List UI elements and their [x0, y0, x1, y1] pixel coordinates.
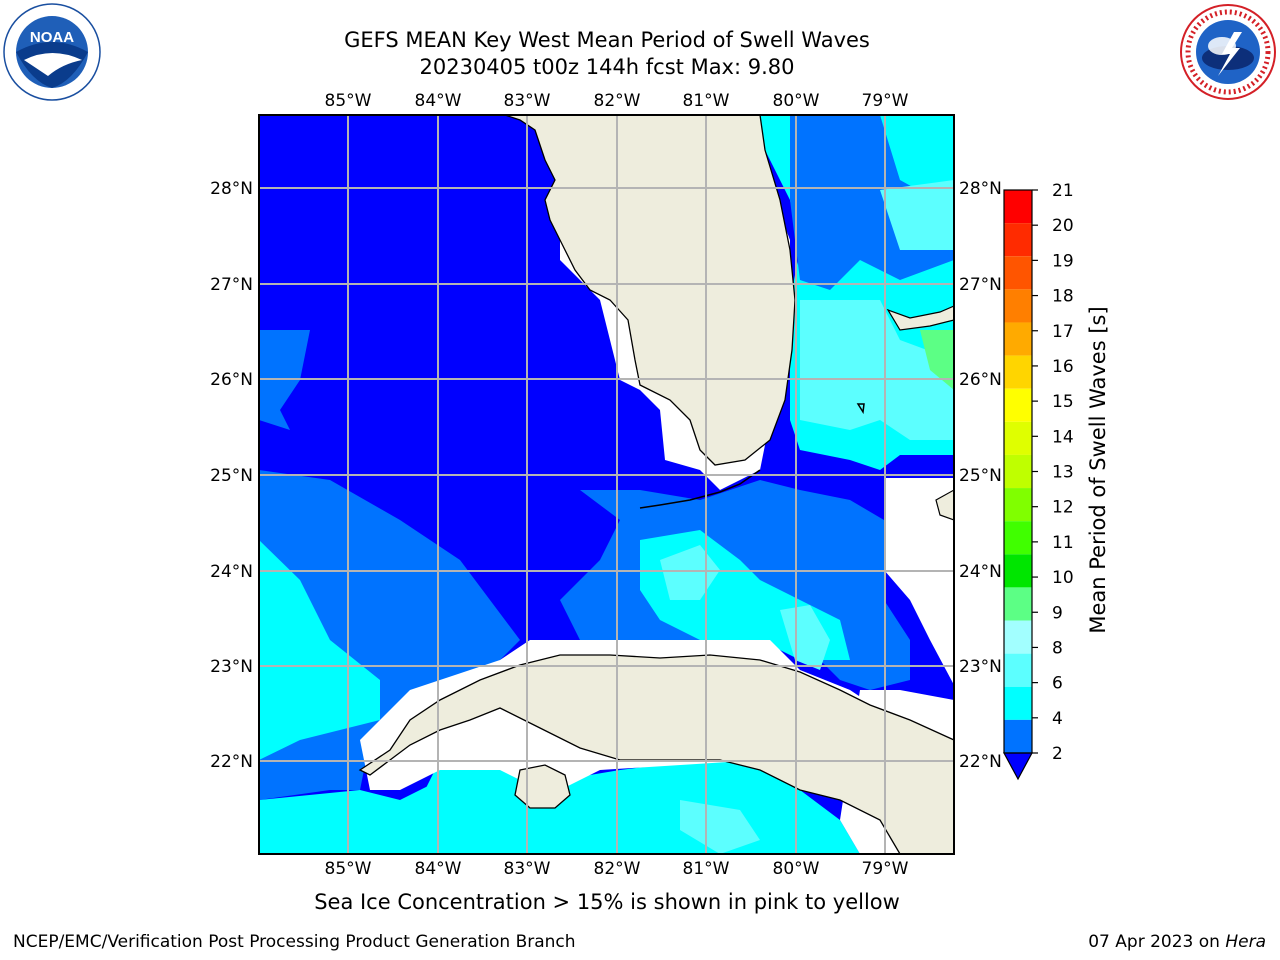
lat-label: 28°N	[210, 179, 253, 199]
lat-label: 27°N	[959, 275, 1002, 295]
ocean-light-east	[800, 300, 954, 440]
lat-label: 26°N	[959, 370, 1002, 390]
colorbar-segment	[1004, 421, 1032, 455]
land-andros	[935, 489, 954, 521]
colorbar-tick-label: 8	[1052, 638, 1063, 658]
colorbar-segment	[1004, 289, 1032, 323]
lon-labels-top: 85°W 84°W 83°W 82°W 81°W 80°W 79°W	[325, 91, 909, 111]
colorbar-tick-label: 13	[1052, 463, 1074, 483]
lon-label: 81°W	[683, 859, 730, 879]
lat-label: 24°N	[210, 562, 253, 582]
lat-label: 24°N	[959, 562, 1002, 582]
lat-label: 23°N	[210, 657, 253, 677]
lon-label: 83°W	[504, 91, 551, 111]
chart-subtitle: 20230405 t00z 144h fcst Max: 9.80	[419, 55, 795, 79]
land-bimini	[856, 403, 865, 415]
lat-labels-right: 28°N 27°N 26°N 25°N 24°N 23°N 22°N	[959, 179, 1002, 772]
lat-labels-left: 28°N 27°N 26°N 25°N 24°N 23°N 22°N	[210, 179, 253, 772]
colorbar-segment	[1004, 686, 1032, 720]
ocean-light-cuba-north	[780, 605, 830, 670]
chart-title: GEFS MEAN Key West Mean Period of Swell …	[344, 28, 870, 52]
colorbar-segment	[1004, 653, 1032, 687]
colorbar-segment	[1004, 554, 1032, 588]
lat-label: 28°N	[959, 179, 1002, 199]
lon-label: 83°W	[504, 859, 551, 879]
ocean-light-ne	[880, 180, 954, 250]
lon-label: 84°W	[415, 859, 462, 879]
lat-label: 26°N	[210, 370, 253, 390]
lat-label: 27°N	[210, 275, 253, 295]
lon-label: 82°W	[594, 859, 641, 879]
footer-host: Hera	[1225, 932, 1266, 952]
ocean-light-south	[680, 800, 760, 854]
colorbar-tick-label: 2	[1052, 744, 1063, 764]
land-isle-of-youth	[514, 764, 571, 809]
map-plot-area	[259, 115, 954, 854]
colorbar-tick-label: 14	[1052, 427, 1074, 447]
ocean-cyan-west	[259, 540, 380, 760]
colorbar-segment	[1004, 521, 1032, 555]
ocean-green-east	[920, 330, 954, 390]
colorbar-tick-label: 12	[1052, 498, 1074, 518]
colorbar: 21 20 19 18 17 16 15 14 13 12 11 10 9 8 6 4 2	[1002, 181, 1074, 781]
colorbar-tick-label: 11	[1052, 533, 1074, 553]
lat-label: 23°N	[959, 657, 1002, 677]
colorbar-title: Mean Period of Swell Waves [s]	[1086, 306, 1110, 633]
map-gridlines	[259, 115, 954, 854]
lon-label: 85°W	[325, 859, 372, 879]
colorbar-extend-arrow	[1002, 752, 1034, 781]
lon-label: 82°W	[594, 91, 641, 111]
nws-logo-icon	[1178, 2, 1278, 102]
colorbar-segment	[1004, 719, 1032, 753]
colorbar-tick-label: 20	[1052, 216, 1074, 236]
colorbar-segment	[1004, 223, 1032, 257]
lon-label: 81°W	[683, 91, 730, 111]
sea-ice-note: Sea Ice Concentration > 15% is shown in …	[314, 890, 900, 914]
lon-label: 79°W	[862, 859, 909, 879]
lat-label: 25°N	[959, 466, 1002, 486]
colorbar-tick-label: 21	[1052, 181, 1074, 201]
colorbar-tick-label: 17	[1052, 322, 1074, 342]
land-cuba	[358, 654, 954, 854]
noaa-logo-text: NOAA	[30, 29, 74, 46]
lon-label: 80°W	[773, 91, 820, 111]
colorbar-tick-label: 10	[1052, 568, 1074, 588]
colorbar-segment	[1004, 488, 1032, 522]
colorbar-segment	[1004, 322, 1032, 356]
lon-label: 85°W	[325, 91, 372, 111]
colorbar-segment	[1004, 388, 1032, 422]
colorbar-tick-label: 9	[1052, 603, 1063, 623]
land-florida	[504, 115, 796, 466]
map-border	[258, 114, 955, 855]
noaa-logo-icon: NOAA	[2, 2, 102, 102]
lon-label: 84°W	[415, 91, 462, 111]
lat-label: 25°N	[210, 466, 253, 486]
colorbar-segment	[1004, 587, 1032, 621]
colorbar-segment	[1004, 454, 1032, 489]
footer-credit: NCEP/EMC/Verification Post Processing Pr…	[13, 932, 576, 952]
lon-labels-bottom: 85°W 84°W 83°W 82°W 81°W 80°W 79°W	[325, 859, 909, 879]
lat-label: 22°N	[210, 752, 253, 772]
colorbar-tick-label: 6	[1052, 674, 1063, 694]
colorbar-tick-label: 16	[1052, 357, 1074, 377]
colorbar-segment	[1004, 190, 1032, 224]
colorbar-tick-label: 18	[1052, 287, 1074, 307]
colorbar-tick-label: 19	[1052, 251, 1074, 271]
footer-date-text: 07 Apr 2023 on	[1088, 932, 1220, 952]
lat-label: 22°N	[959, 752, 1002, 772]
colorbar-segment	[1004, 256, 1032, 290]
land-bahamas	[886, 305, 954, 331]
colorbar-tick-label: 15	[1052, 392, 1074, 412]
colorbar-tick-label: 4	[1052, 709, 1063, 729]
colorbar-segment	[1004, 355, 1032, 389]
lon-label: 79°W	[862, 91, 909, 111]
no-data-region-east	[884, 478, 954, 685]
lon-label: 80°W	[773, 859, 820, 879]
colorbar-segment	[1004, 620, 1032, 654]
footer-date: 07 Apr 2023 on Hera	[1088, 932, 1266, 952]
